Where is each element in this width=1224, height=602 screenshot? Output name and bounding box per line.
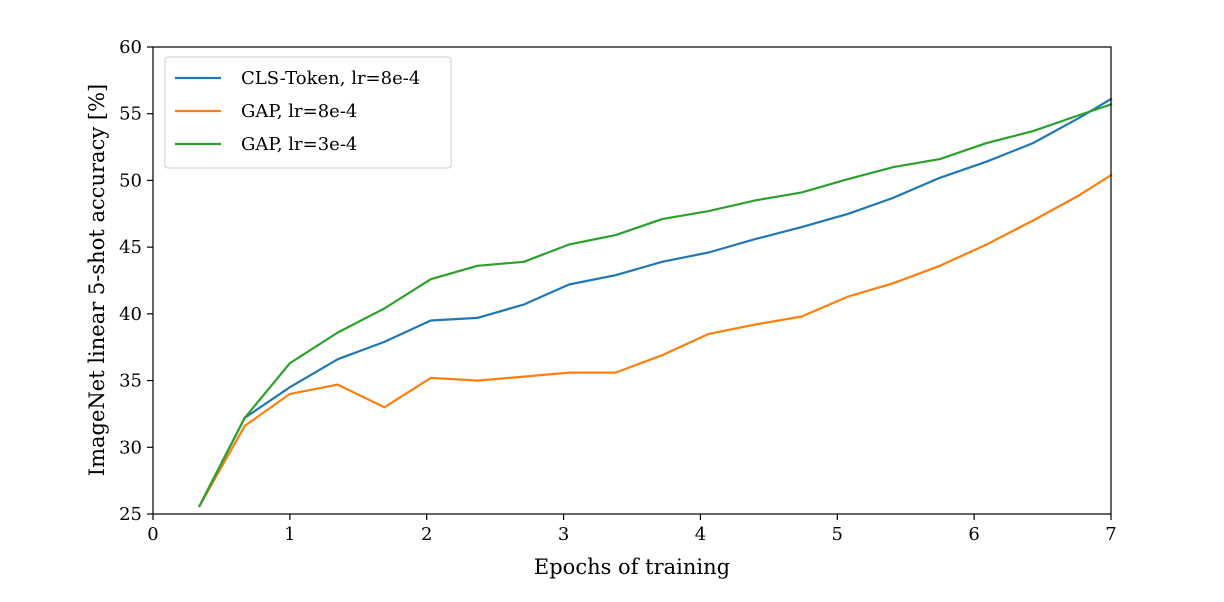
x-tick-label: 3 bbox=[558, 524, 569, 545]
series-line-3 bbox=[198, 103, 1113, 508]
legend-label-2: GAP, lr=8e-4 bbox=[241, 101, 357, 122]
x-tick-label: 4 bbox=[695, 524, 706, 545]
legend: CLS-Token, lr=8e-4 GAP, lr=8e-4 GAP, lr=3e… bbox=[164, 56, 452, 169]
y-tick-label: 35 bbox=[119, 371, 142, 392]
x-tick-label: 0 bbox=[147, 524, 158, 545]
y-tick-label: 50 bbox=[119, 170, 142, 191]
y-tick-label: 40 bbox=[119, 304, 142, 325]
plot-frame bbox=[152, 46, 1112, 515]
series-line-1 bbox=[198, 97, 1113, 508]
y-tick-label: 30 bbox=[119, 437, 142, 458]
x-tick-label: 2 bbox=[421, 524, 432, 545]
y-axis-label: ImageNet linear 5-shot accuracy [%] bbox=[85, 84, 109, 476]
series-lines bbox=[198, 97, 1113, 508]
y-tick-label: 45 bbox=[119, 237, 142, 258]
y-tick-label: 60 bbox=[119, 37, 142, 58]
x-tick-label: 1 bbox=[284, 524, 295, 545]
series-line-2 bbox=[198, 173, 1113, 508]
x-axis-label: Epochs of training bbox=[534, 555, 730, 579]
legend-label-3: GAP, lr=3e-4 bbox=[241, 134, 357, 155]
y-tick-label: 25 bbox=[119, 504, 142, 525]
legend-box bbox=[164, 56, 452, 169]
x-tick-label: 6 bbox=[968, 524, 979, 545]
y-tick-label: 55 bbox=[119, 104, 142, 125]
x-tick-label: 5 bbox=[832, 524, 843, 545]
x-tick-label: 7 bbox=[1105, 524, 1116, 545]
legend-label-1: CLS-Token, lr=8e-4 bbox=[241, 68, 420, 89]
